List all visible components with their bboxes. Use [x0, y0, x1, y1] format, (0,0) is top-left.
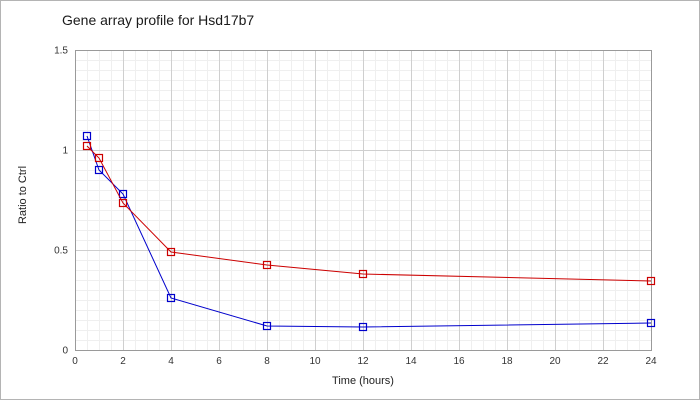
x-tick-label: 4 [168, 356, 174, 367]
x-tick-label: 8 [264, 356, 270, 367]
plot-area [75, 50, 652, 351]
data-point [82, 141, 92, 151]
series-2 [82, 141, 656, 286]
data-point [166, 293, 176, 303]
data-point [646, 318, 656, 328]
x-tick-label: 22 [597, 356, 609, 367]
x-tick-label: 14 [405, 356, 417, 367]
grid [75, 50, 652, 351]
y-tick-label: 0.5 [54, 246, 68, 257]
data-point [358, 269, 368, 279]
data-point [118, 198, 128, 208]
data-point [166, 247, 176, 257]
data-point [358, 322, 368, 332]
chart-title: Gene array profile for Hsd17b7 [62, 12, 255, 28]
data-point [118, 189, 128, 199]
x-tick-label: 6 [216, 356, 222, 367]
data-point [94, 153, 104, 163]
data-point [262, 260, 272, 270]
x-tick-label: 18 [501, 356, 513, 367]
x-tick-label: 24 [645, 356, 657, 367]
x-tick-label: 2 [120, 356, 126, 367]
y-axis-label: Ratio to Ctrl [17, 166, 29, 224]
y-tick-label: 1.5 [54, 46, 68, 57]
data-point [82, 131, 92, 141]
x-tick-label: 12 [357, 356, 369, 367]
y-tick-label: 1 [62, 146, 68, 157]
y-tick-label: 0 [62, 346, 68, 357]
data-point [262, 321, 272, 331]
series-group [82, 131, 656, 332]
x-tick-label: 20 [549, 356, 561, 367]
data-point [646, 276, 656, 286]
series-line [86, 145, 652, 282]
data-point [94, 165, 104, 175]
series-1 [82, 131, 656, 332]
x-tick-label: 10 [309, 356, 321, 367]
x-tick-label: 0 [72, 356, 78, 367]
series-line [86, 135, 652, 328]
x-axis-label: Time (hours) [332, 375, 394, 387]
x-tick-label: 16 [453, 356, 465, 367]
